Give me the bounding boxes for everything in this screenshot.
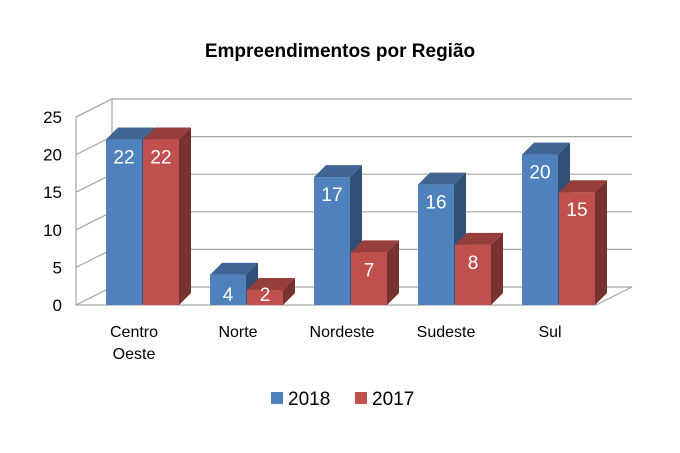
legend-label: 2017 bbox=[372, 389, 414, 410]
y-tick-label: 0 bbox=[53, 296, 62, 315]
bar-top bbox=[418, 172, 466, 185]
legend-swatch bbox=[271, 392, 283, 404]
bar-side bbox=[179, 127, 191, 305]
chart-title: Empreendimentos por Região bbox=[205, 41, 475, 62]
bar bbox=[418, 184, 454, 305]
bar-top bbox=[522, 142, 570, 155]
data-label: 17 bbox=[321, 185, 342, 206]
data-label: 7 bbox=[364, 260, 375, 281]
data-label: 20 bbox=[529, 163, 550, 184]
bars bbox=[106, 127, 607, 305]
gridline bbox=[75, 98, 632, 118]
data-label: 8 bbox=[468, 253, 479, 274]
legend-swatch bbox=[355, 392, 367, 404]
bar-top bbox=[351, 240, 399, 253]
y-tick-label: 25 bbox=[43, 108, 62, 127]
bar bbox=[559, 192, 595, 305]
y-axis-ticks: 0 5 10 15 20 25 bbox=[43, 108, 62, 315]
data-label: 4 bbox=[223, 285, 234, 306]
bar-top bbox=[559, 180, 607, 193]
bar-top bbox=[455, 232, 503, 245]
data-labels: 22 22 4 2 17 7 16 8 20 15 bbox=[113, 148, 587, 306]
bar bbox=[455, 244, 491, 305]
category-label: Centro Oeste bbox=[110, 324, 158, 363]
category-label: Sul bbox=[538, 324, 561, 341]
bar-top bbox=[143, 127, 191, 140]
bar bbox=[522, 154, 558, 305]
bar-side bbox=[387, 240, 399, 305]
bar bbox=[351, 252, 387, 305]
y-tick-label: 10 bbox=[43, 221, 62, 240]
y-tick-label: 20 bbox=[43, 146, 62, 165]
y-tick-label: 15 bbox=[43, 183, 62, 202]
bar-top bbox=[314, 165, 362, 178]
bar-side bbox=[595, 180, 607, 305]
bar-top bbox=[210, 262, 258, 275]
category-label: Nordeste bbox=[310, 324, 375, 341]
bar bbox=[210, 274, 246, 305]
bar bbox=[143, 139, 179, 305]
bar-side bbox=[283, 277, 295, 305]
category-label: Norte bbox=[218, 324, 257, 341]
legend: 2018 2017 bbox=[271, 389, 414, 410]
data-label: 2 bbox=[260, 285, 271, 306]
y-tick-label: 5 bbox=[53, 258, 62, 277]
bar-top bbox=[106, 127, 154, 140]
bar-top bbox=[247, 277, 295, 290]
category-label: Sudeste bbox=[417, 324, 476, 341]
bar bbox=[314, 177, 350, 305]
data-label: 22 bbox=[113, 148, 134, 169]
data-label: 16 bbox=[425, 193, 446, 214]
bar-side bbox=[491, 232, 503, 305]
data-label: 15 bbox=[566, 200, 587, 221]
x-axis-categories: Centro Oeste Norte Nordeste Sudeste Sul bbox=[110, 324, 562, 363]
bar bbox=[106, 139, 142, 305]
data-label: 22 bbox=[150, 148, 171, 169]
legend-label: 2018 bbox=[288, 389, 330, 410]
bar bbox=[247, 289, 283, 305]
